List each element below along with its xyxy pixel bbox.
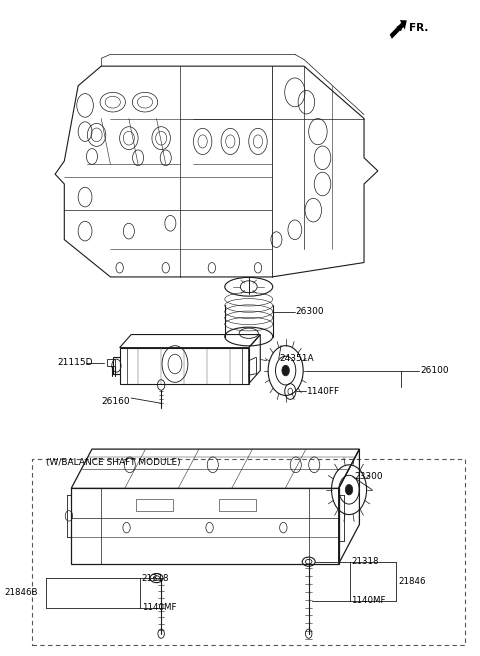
FancyArrow shape [390, 20, 407, 39]
Text: 26100: 26100 [420, 366, 449, 375]
Text: FR.: FR. [409, 23, 429, 33]
Bar [136, 499, 173, 510]
Text: 21318: 21318 [142, 573, 169, 583]
Circle shape [345, 484, 353, 495]
Text: 23300: 23300 [354, 472, 383, 481]
Text: 21846B: 21846B [4, 588, 38, 597]
Text: 21318: 21318 [351, 557, 379, 566]
Bar [107, 359, 115, 366]
Text: 21846: 21846 [398, 577, 426, 586]
Text: 1140FF: 1140FF [307, 387, 340, 396]
Text: 26300: 26300 [296, 307, 324, 316]
Text: 21115D: 21115D [57, 358, 93, 367]
Text: 24351A: 24351A [280, 354, 314, 363]
Bar [32, 459, 466, 646]
Circle shape [282, 365, 289, 376]
Text: 1140MF: 1140MF [142, 603, 176, 612]
Text: 26160: 26160 [101, 397, 130, 406]
Text: 1140MF: 1140MF [351, 596, 385, 605]
Bar [219, 499, 256, 510]
Text: (W/BALANCE SHAFT MODULE): (W/BALANCE SHAFT MODULE) [46, 458, 180, 467]
